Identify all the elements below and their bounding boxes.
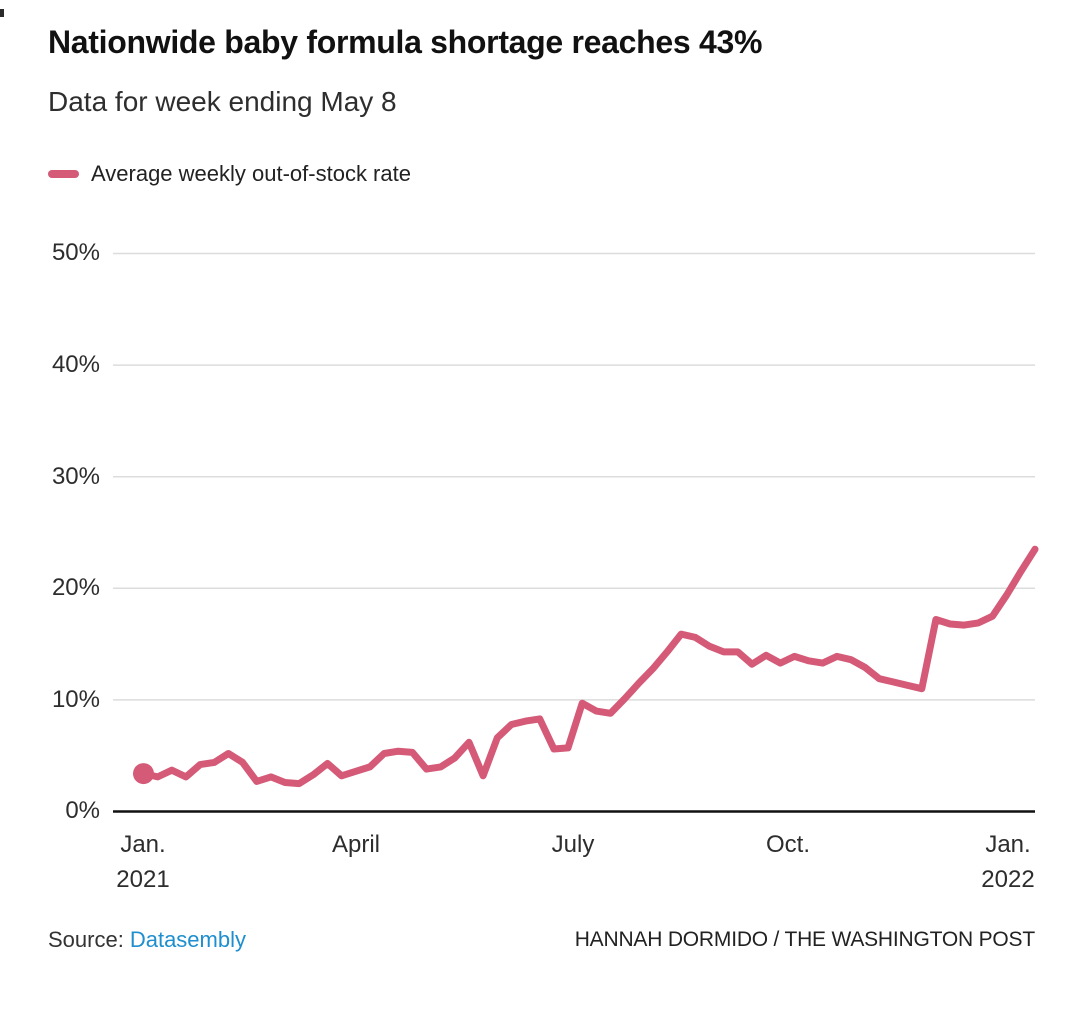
x-tick-oct: Oct. bbox=[765, 831, 811, 858]
byline-credit: HANNAH DORMIDO / THE WASHINGTON POST bbox=[574, 928, 1035, 951]
chart-subtitle: Data for week ending May 8 bbox=[48, 86, 397, 117]
series-line bbox=[140, 545, 1039, 788]
y-tick-30: 30% bbox=[51, 463, 100, 490]
chart-title: Nationwide baby formula shortage reaches… bbox=[48, 24, 763, 60]
x-tick-jan: Jan. bbox=[120, 831, 166, 858]
y-tick-40: 40% bbox=[51, 351, 100, 378]
x-tick-jan2: Jan. bbox=[985, 831, 1031, 858]
edge-artifact bbox=[0, 9, 4, 17]
source-line: Source: Datasembly bbox=[48, 927, 246, 953]
legend-line-swatch bbox=[48, 170, 79, 178]
x-tick-april: April bbox=[331, 831, 381, 858]
gridlines bbox=[113, 252, 1035, 701]
x-tick-july: July bbox=[551, 831, 595, 858]
series-start-dot bbox=[133, 763, 154, 785]
y-tick-0: 0% bbox=[65, 797, 100, 824]
legend-label: Average weekly out-of-stock rate bbox=[91, 161, 411, 186]
source-link[interactable]: Datasembly bbox=[129, 927, 246, 952]
y-tick-10: 10% bbox=[51, 686, 100, 713]
y-tick-50: 50% bbox=[51, 239, 100, 266]
x-tick-2021: 2021 bbox=[116, 866, 170, 893]
y-tick-20: 20% bbox=[51, 574, 100, 601]
legend: Average weekly out-of-stock rate bbox=[48, 158, 411, 190]
source-label: Source: bbox=[48, 927, 124, 952]
x-tick-2022: 2022 bbox=[981, 866, 1035, 893]
